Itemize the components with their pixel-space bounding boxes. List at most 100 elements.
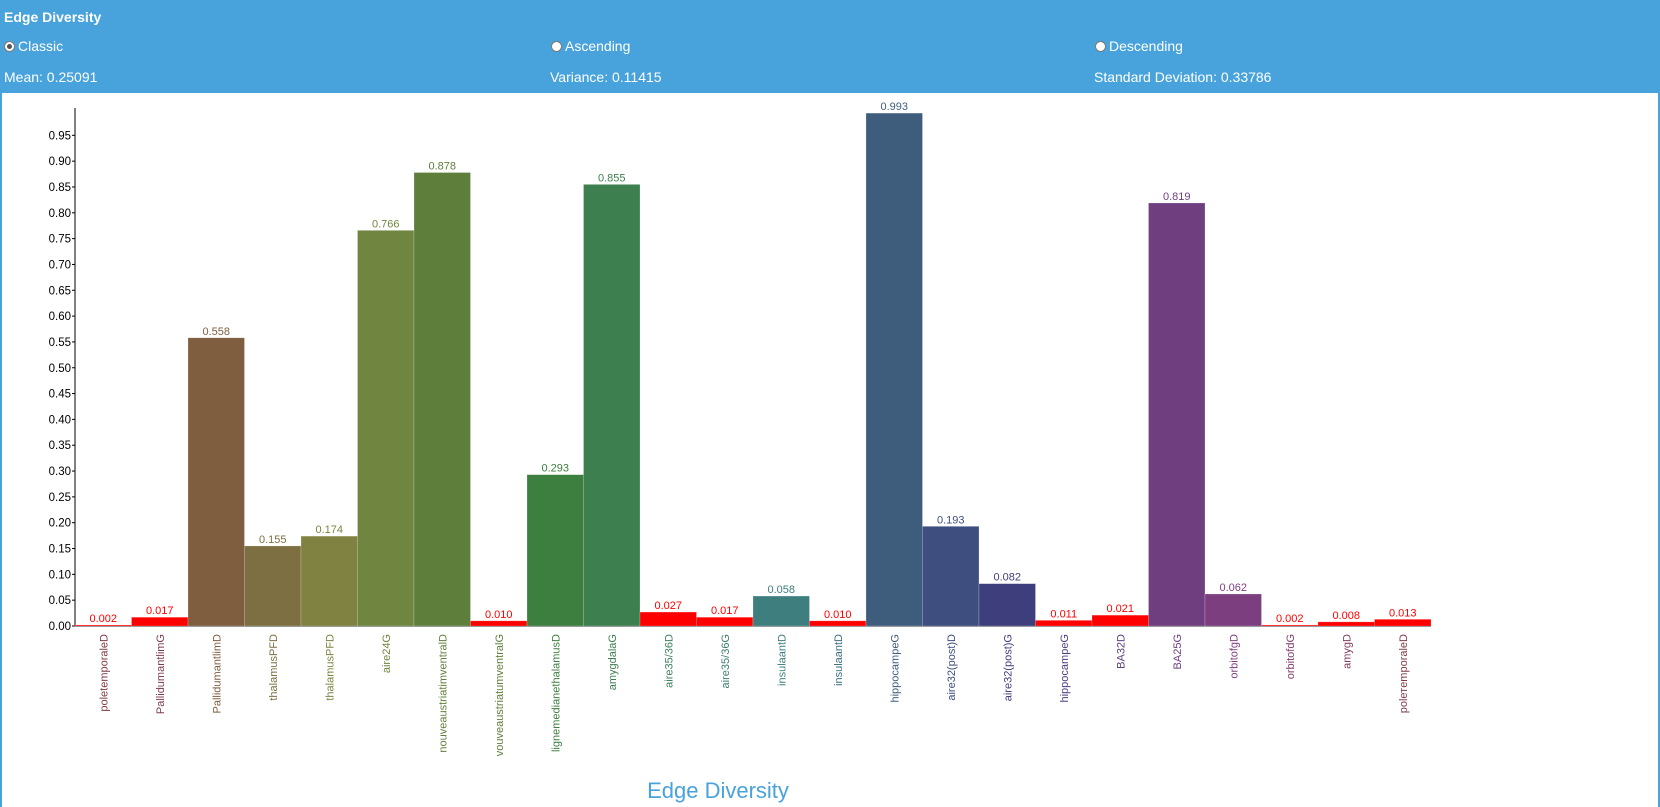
category-label: vouveaustriatumventralG <box>494 634 506 756</box>
y-tick-label: 0.60 <box>49 311 71 323</box>
bar <box>696 616 754 627</box>
y-tick-label: 0.45 <box>49 389 71 401</box>
bar-value-label: 0.010 <box>485 609 513 621</box>
bar-value-label: 0.155 <box>259 534 287 546</box>
y-tick-label: 0.35 <box>49 440 71 452</box>
bar-value-label: 0.819 <box>1163 191 1191 203</box>
bar-value-label: 0.855 <box>598 172 626 184</box>
bar <box>809 620 867 627</box>
bar-value-label: 0.062 <box>1219 582 1247 594</box>
radio-classic-indicator[interactable] <box>4 40 15 52</box>
bar <box>187 337 245 627</box>
chart-panel: 0.00 0.05 0.10 0.15 0.20 0.25 0.30 0.35 0.40 0.45… <box>0 93 1660 807</box>
radio-ascending-indicator[interactable] <box>551 40 562 52</box>
y-tick-label: 0.50 <box>49 363 71 375</box>
variance-stat: Variance: 0.11415 <box>550 69 662 85</box>
category-label: PallidumantlimG <box>155 634 167 714</box>
y-tick-label: 0.90 <box>49 156 71 168</box>
radio-ascending[interactable]: Ascending <box>551 38 630 54</box>
bar <box>1261 624 1319 627</box>
bar <box>1148 202 1206 627</box>
y-tick-label: 0.75 <box>49 234 71 246</box>
bar-value-label: 0.293 <box>541 463 569 475</box>
bar-value-label: 0.082 <box>993 572 1021 584</box>
bar <box>413 172 471 627</box>
bar-value-label: 0.193 <box>937 514 965 526</box>
bar-value-label: 0.058 <box>767 584 795 596</box>
category-label: nouveaustriatimventralD <box>437 634 449 753</box>
bar-value-label: 0.011 <box>1050 608 1077 620</box>
page-title: Edge Diversity <box>4 9 102 25</box>
y-tick-label: 0.25 <box>49 492 71 504</box>
bar-value-label: 0.002 <box>1276 613 1304 625</box>
bar-value-label: 0.002 <box>89 613 117 625</box>
y-tick-label: 0.70 <box>49 259 71 271</box>
y-tick-label: 0.30 <box>49 466 71 478</box>
y-tick-label: 0.05 <box>49 595 71 607</box>
y-tick-label: 0.85 <box>49 182 71 194</box>
category-label: orbitofgD <box>1228 634 1240 679</box>
y-tick-label: 0.00 <box>49 621 71 633</box>
bar-value-label: 0.021 <box>1106 603 1134 615</box>
y-tick-label: 0.40 <box>49 414 71 426</box>
y-tick-label: 0.80 <box>49 208 71 220</box>
category-label: insulaantD <box>776 634 788 686</box>
header-bar: Edge Diversity Classic Ascending Descend… <box>0 0 1660 93</box>
category-label: PallidumantlimD <box>211 634 223 714</box>
category-label: aire35/36G <box>720 634 732 688</box>
bar <box>865 112 923 627</box>
bar <box>1374 618 1432 627</box>
category-label: aire35/36D <box>663 634 675 688</box>
category-label: orbitofdG <box>1285 634 1297 679</box>
y-tick-label: 0.95 <box>49 130 71 142</box>
category-label: polетemporaleD <box>1398 634 1410 713</box>
bar <box>1317 621 1375 627</box>
bar-value-label: 0.010 <box>824 609 852 621</box>
bar <box>244 545 302 627</box>
bar <box>131 616 189 627</box>
bar-value-label: 0.013 <box>1389 607 1417 619</box>
bar <box>583 184 641 627</box>
y-tick-label: 0.10 <box>49 569 71 581</box>
bar <box>357 230 415 627</box>
bar <box>1204 593 1262 627</box>
radio-descending[interactable]: Descending <box>1095 38 1183 54</box>
bar-value-label: 0.017 <box>146 605 174 617</box>
category-label: BA32D <box>1115 634 1127 669</box>
bar <box>74 624 132 627</box>
category-label: lignemedianethalamusD <box>550 634 562 752</box>
bar <box>922 526 980 627</box>
bar-chart: 0.00 0.05 0.10 0.15 0.20 0.25 0.30 0.35 0.40 0.45… <box>49 101 1432 803</box>
y-tick-label: 0.15 <box>49 544 71 556</box>
bar-value-label: 0.558 <box>202 326 230 338</box>
radio-classic[interactable]: Classic <box>4 38 63 54</box>
bar <box>300 535 358 627</box>
y-tick-label: 0.65 <box>49 285 71 297</box>
category-label: thalamusPFD <box>324 634 336 701</box>
bar-value-label: 0.174 <box>315 524 343 536</box>
radio-ascending-label: Ascending <box>565 38 631 54</box>
bar-value-label: 0.017 <box>711 605 739 617</box>
category-label: amygdalaG <box>607 634 619 690</box>
category-label: hippocampeG <box>1059 634 1071 703</box>
category-label: aire32(post)G <box>1002 634 1014 701</box>
category-label: insulaantD <box>833 634 845 686</box>
mean-stat: Mean: 0.25091 <box>4 69 98 85</box>
category-label: poletemporaleD <box>98 634 110 712</box>
chart-title: Edge Diversity <box>647 778 789 803</box>
category-label: amygD <box>1341 634 1353 669</box>
radio-classic-label: Classic <box>18 38 64 54</box>
category-label: hippocampeG <box>889 634 901 703</box>
bar-value-label: 0.878 <box>428 161 456 173</box>
radio-descending-label: Descending <box>1109 38 1183 54</box>
category-label: aire32(post)D <box>946 634 958 701</box>
radio-descending-indicator[interactable] <box>1095 40 1106 52</box>
y-tick-label: 0.55 <box>49 337 71 349</box>
bar <box>470 620 528 627</box>
bar-value-label: 0.993 <box>880 101 908 113</box>
y-tick-label: 0.20 <box>49 518 71 530</box>
bar-value-label: 0.008 <box>1332 610 1360 622</box>
category-label: BA25G <box>1172 634 1184 669</box>
bar <box>1035 620 1093 627</box>
bar-value-label: 0.027 <box>654 600 682 612</box>
